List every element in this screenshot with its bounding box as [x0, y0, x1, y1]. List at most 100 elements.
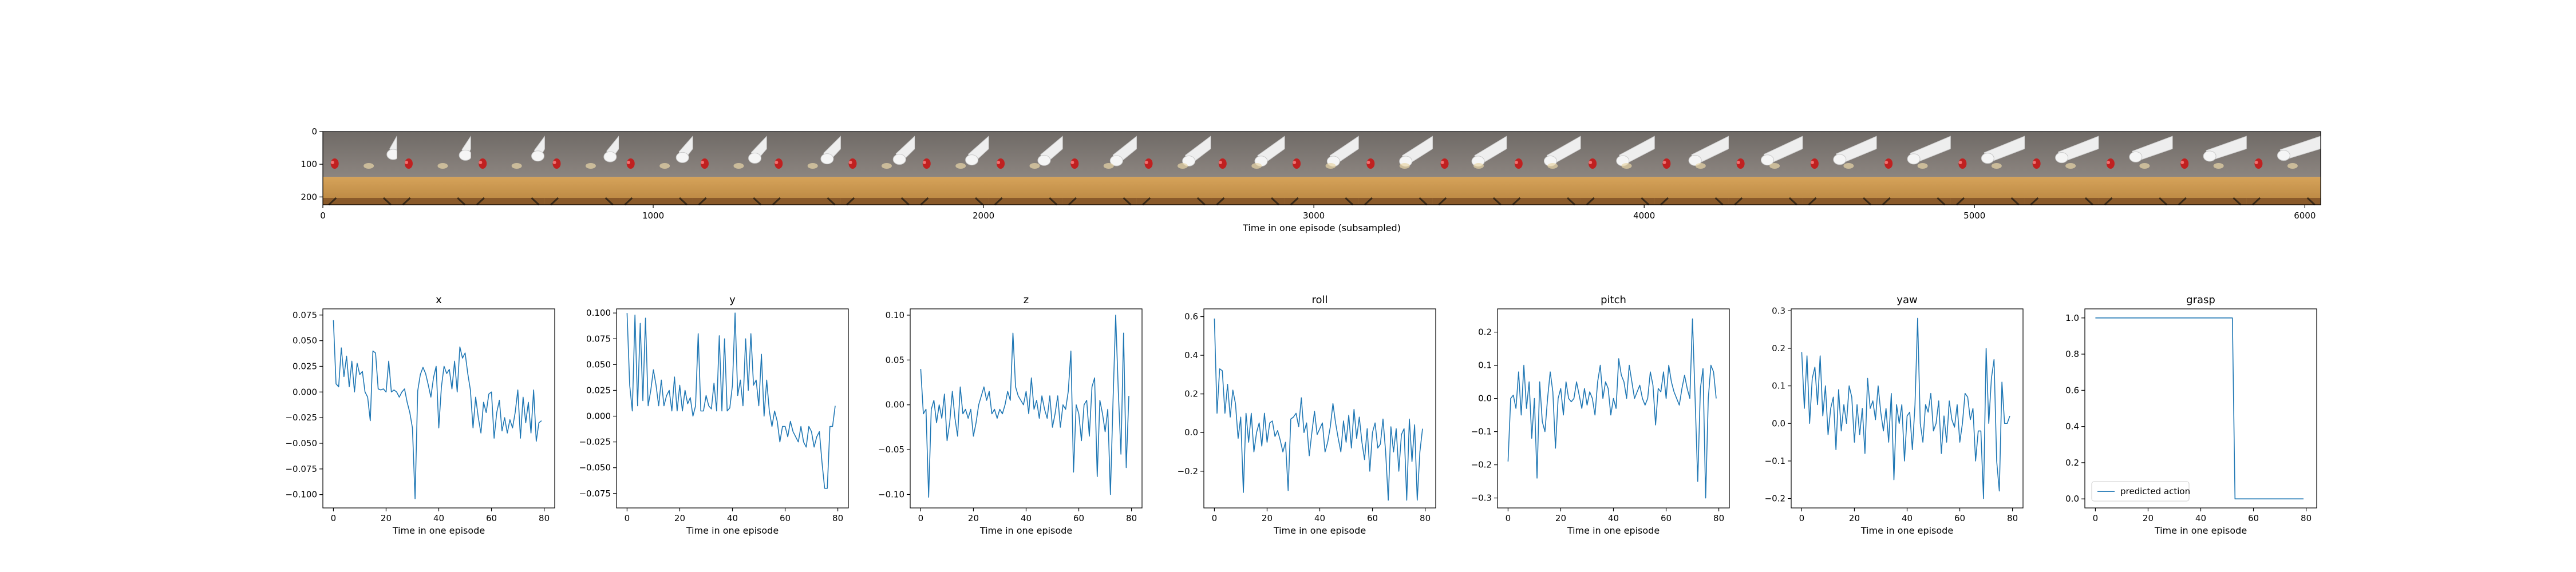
ytick-label: 0.10: [886, 310, 904, 320]
ytick-label: 0.4: [1184, 350, 1198, 360]
xtick-label: 20: [674, 513, 685, 523]
xtick-label: 20: [1555, 513, 1566, 523]
series-line: [1507, 318, 1717, 499]
ytick-label: −0.025: [285, 412, 317, 423]
ytick-label: 0.00: [886, 400, 904, 410]
frames-axes-frame: [322, 131, 2321, 205]
subplot-title: pitch: [1601, 294, 1626, 306]
frames-xlabel: Time in one episode (subsampled): [1242, 223, 1401, 233]
frames-xtick-label: 5000: [1963, 210, 1985, 221]
subplot-grasp: grasp 0 20 40 60 80 1.0 0.8 0.6 0.4 0.2 0.0 Time in …: [2065, 294, 2317, 536]
episode-frame: [1581, 132, 1656, 206]
ytick-label: −0.2: [1765, 494, 1785, 504]
xtick-label: 60: [1954, 513, 1965, 523]
xtick-label: 80: [2007, 513, 2018, 523]
xtick-label: 80: [539, 513, 550, 523]
episode-frame: [1285, 132, 1360, 206]
frames-ytick-label: 100: [301, 159, 317, 169]
xtick-label: 80: [1126, 513, 1137, 523]
frames-strip: 0 1000 2000 3000 4000 5000 6000 0 100 200 Time i…: [301, 126, 2321, 233]
xlabel: Time in one episode: [1273, 525, 1366, 536]
xlabel: Time in one episode: [1567, 525, 1660, 536]
episode-frame: [619, 132, 693, 206]
episode-frame: [1728, 132, 1803, 206]
ytick-label: 0.2: [1478, 327, 1492, 337]
episode-frame: [544, 132, 619, 206]
ytick-label: 0.100: [586, 308, 611, 318]
xtick-label: 20: [1849, 513, 1860, 523]
xtick-label: 80: [832, 513, 843, 523]
ytick-label: −0.10: [878, 489, 904, 499]
ytick-label: 0.8: [2065, 349, 2079, 359]
xtick-label: 0: [1506, 513, 1511, 523]
ytick-label: 0.2: [1184, 389, 1198, 399]
ytick-label: 0.075: [586, 333, 611, 344]
legend: predicted action: [2091, 481, 2190, 502]
ytick-label: 0.1: [1478, 360, 1492, 371]
ytick-label: −0.075: [579, 488, 611, 499]
legend-label: predicted action: [2120, 486, 2190, 496]
xlabel: Time in one episode: [1860, 525, 1953, 536]
xtick-label: 40: [2195, 513, 2206, 523]
xtick-label: 60: [486, 513, 497, 523]
episode-frame: [2024, 132, 2099, 206]
episode-frame: [1062, 132, 1137, 206]
xtick-label: 0: [2093, 513, 2099, 523]
xtick-label: 40: [1902, 513, 1913, 523]
frames-ytick-label: 200: [301, 192, 317, 202]
xlabel: Time in one episode: [392, 525, 485, 536]
ytick-label: 0.025: [586, 385, 611, 395]
frames-xtick-label: 4000: [1633, 210, 1655, 221]
xtick-label: 80: [2301, 513, 2312, 523]
episode-frame: [767, 132, 841, 206]
ytick-label: −0.075: [285, 464, 317, 474]
xtick-label: 60: [1367, 513, 1378, 523]
xtick-label: 0: [1212, 513, 1218, 523]
subplot-z: z 0 20 40 60 80 0.10 0.05 0.00 −0.05 −0.10 Time in …: [878, 294, 1143, 536]
xtick-label: 0: [1799, 513, 1805, 523]
xlabel: Time in one episode: [979, 525, 1072, 536]
xtick-label: 60: [1073, 513, 1084, 523]
subplot-x: x 0 20 40 60 80 0.075 0.050 0.025 0.000 −0.025 −0.0…: [285, 294, 555, 536]
series-line: [1801, 317, 2010, 499]
series-line: [1214, 318, 1423, 501]
episode-frame: [1803, 132, 1877, 206]
xtick-label: 20: [2143, 513, 2154, 523]
ytick-label: 0.0: [1478, 394, 1492, 404]
ytick-label: 0.05: [886, 355, 904, 365]
episode-frame: [1876, 132, 1951, 206]
ytick-label: 0.1: [1772, 381, 1785, 391]
ytick-label: −0.3: [1471, 493, 1492, 503]
xtick-label: 40: [433, 513, 444, 523]
ytick-label: 0.6: [2065, 385, 2079, 395]
ytick-label: 0.2: [2065, 458, 2079, 468]
ytick-label: 0.4: [2065, 422, 2079, 432]
xlabel: Time in one episode: [2154, 525, 2247, 536]
frames-xtick-label: 0: [320, 210, 326, 221]
ytick-label: 1.0: [2065, 313, 2079, 323]
ytick-label: 0.050: [293, 336, 317, 346]
frames-xtick-label: 2000: [973, 210, 994, 221]
xtick-label: 80: [1420, 513, 1431, 523]
episode-frame: [471, 132, 546, 206]
xtick-label: 20: [968, 513, 979, 523]
xtick-label: 40: [1608, 513, 1619, 523]
xtick-label: 0: [918, 513, 924, 523]
episode-frame: [1507, 132, 1581, 206]
episode-frame: [840, 132, 915, 206]
xtick-label: 40: [1021, 513, 1032, 523]
episode-frame: [1136, 132, 1211, 206]
subplot-title: z: [1024, 294, 1029, 306]
ytick-label: 0.0: [1184, 427, 1198, 438]
episode-frame: [1654, 132, 1729, 206]
xtick-label: 0: [331, 513, 337, 523]
subplot-y: y 0 20 40 60 80 0.100 0.075 0.050 0.025 0.000 −0.02…: [579, 294, 849, 536]
series-line: [626, 312, 836, 489]
ytick-label: −0.050: [285, 438, 317, 448]
xtick-label: 0: [625, 513, 630, 523]
ytick-label: −0.050: [579, 463, 611, 473]
xtick-label: 20: [1262, 513, 1273, 523]
episode-frame: [1432, 132, 1507, 206]
xtick-label: 20: [381, 513, 392, 523]
